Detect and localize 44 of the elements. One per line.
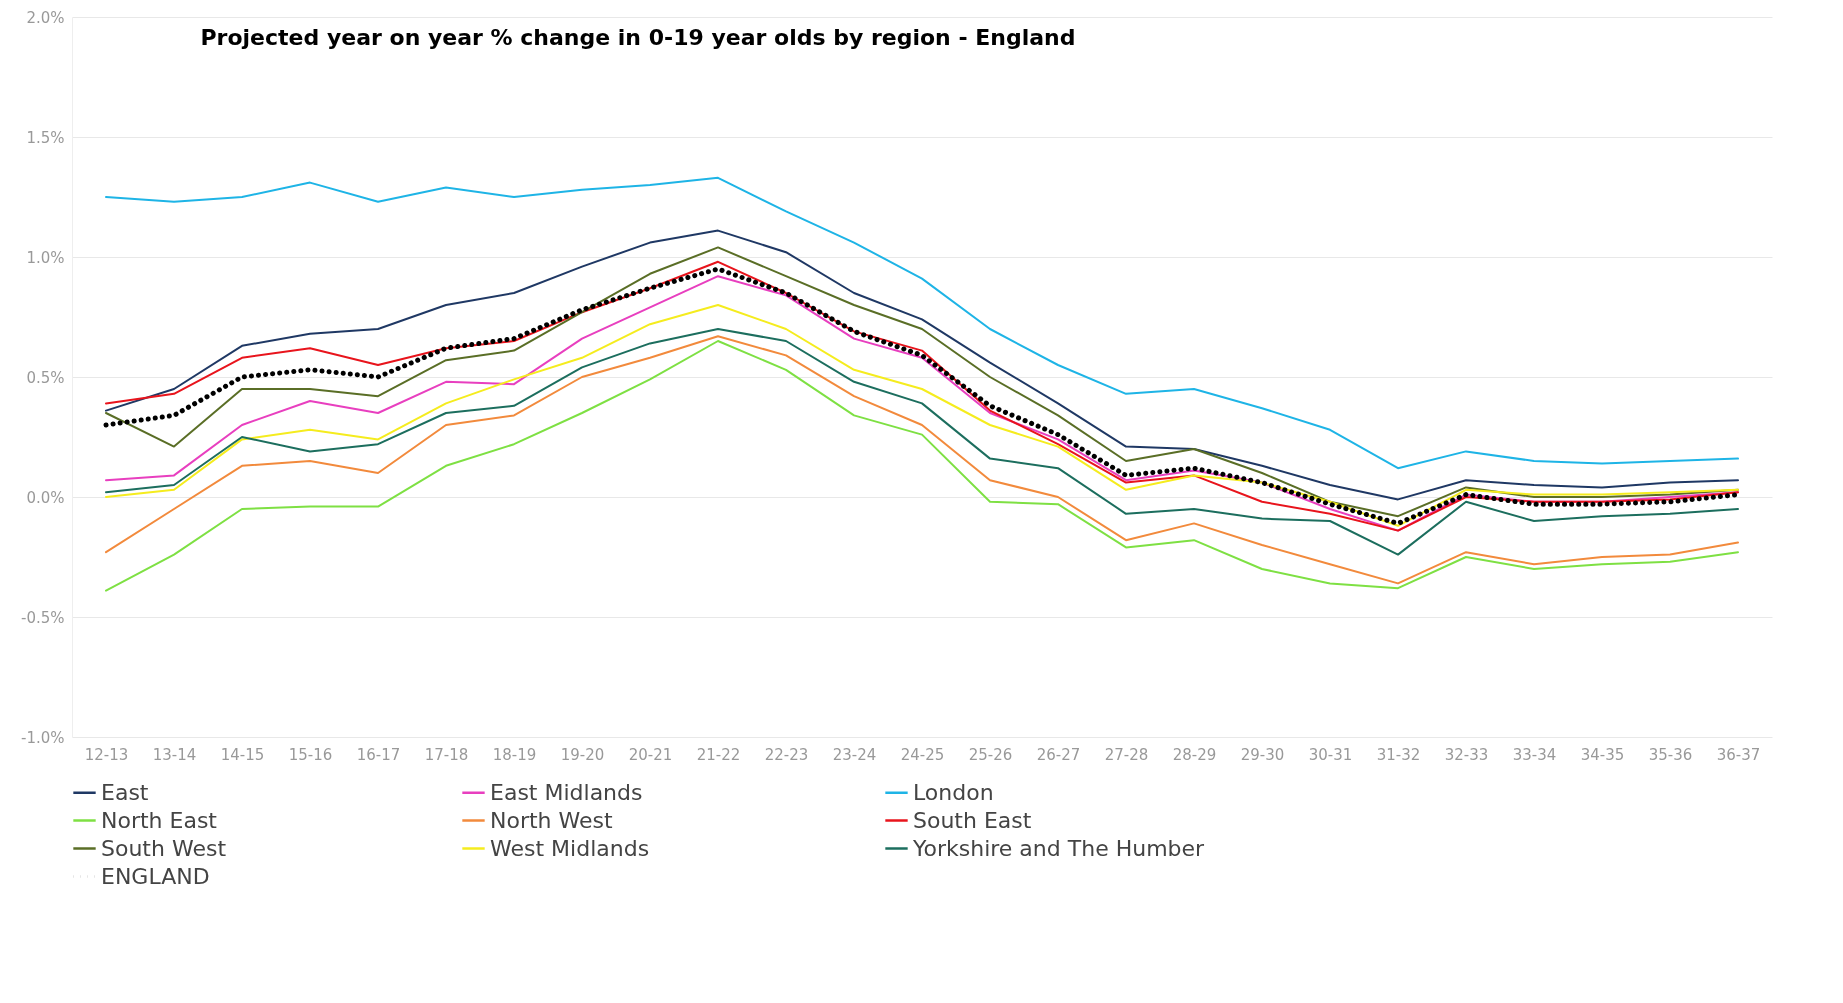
line-series [105,176,1739,470]
y-tick-label: 0.0% [26,488,65,507]
x-tick-label: 24-25 [900,745,945,764]
x-tick-label: 35-36 [1648,745,1693,764]
x-tick-label: 20-21 [628,745,673,764]
x-tick-label: 15-16 [288,745,333,764]
x-tick-label: 34-35 [1580,745,1625,764]
legend-label: London [913,779,994,805]
x-tick-label: 25-26 [968,745,1013,764]
x-tick-label: 30-31 [1308,745,1353,764]
x-tick-label: 12-13 [84,745,129,764]
x-tick-label: 14-15 [220,745,265,764]
legend-label: ENGLAND [101,863,210,889]
x-tick-label: 29-30 [1240,745,1285,764]
y-tick-label: 1.0% [26,248,65,267]
x-tick-label: 17-18 [424,745,469,764]
x-tick-label: 21-22 [696,745,741,764]
legend-label: South West [101,835,227,861]
x-tick-label: 32-33 [1444,745,1489,764]
y-tick-label: 0.5% [26,368,65,387]
legend-label: Yorkshire and The Humber [912,835,1206,861]
legend-label: North East [101,807,218,833]
legend-label: West Midlands [490,835,650,861]
x-tick-label: 33-34 [1512,745,1557,764]
y-tick-label: 2.0% [26,8,65,27]
y-tick-label: 1.5% [26,128,65,147]
x-tick-label: 36-37 [1716,745,1761,764]
legend-label: South East [913,807,1032,833]
chart-title: Projected year on year % change in 0-19 year olds by region - England [200,25,1076,50]
x-tick-label: 16-17 [356,745,401,764]
x-tick-label: 23-24 [832,745,877,764]
y-tick-label: -0.5% [20,608,65,627]
y-tick-label: -1.0% [20,728,65,747]
x-tick-label: 22-23 [764,745,809,764]
legend-label: North West [490,807,613,833]
x-tick-label: 27-28 [1104,745,1149,764]
x-tick-label: 19-20 [560,745,605,764]
legend-label: East [101,779,149,805]
x-tick-label: 31-32 [1376,745,1421,764]
x-tick-label: 26-27 [1036,745,1081,764]
x-tick-label: 18-19 [492,745,537,764]
x-tick-label: 13-14 [152,745,197,764]
x-tick-label: 28-29 [1172,745,1217,764]
legend-label: East Midlands [490,779,643,805]
